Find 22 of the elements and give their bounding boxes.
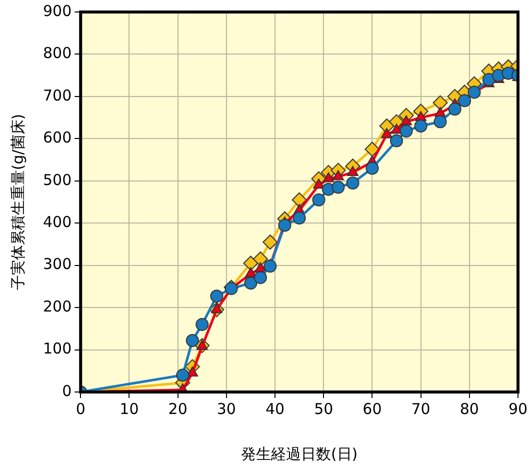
x-tick-label: 10 [120, 400, 139, 418]
y-tick-label: 800 [42, 44, 72, 62]
x-tick-label: 90 [508, 400, 528, 418]
x-tick-label: 50 [314, 400, 334, 418]
y-tick-label: 400 [42, 213, 72, 231]
y-tick-label: 700 [42, 86, 72, 104]
x-tick-label: 0 [76, 400, 86, 418]
y-axis-title: 子実体累積生重量(g/菌床) [8, 114, 27, 290]
x-tick-label: 40 [265, 400, 285, 418]
y-tick-label: 900 [42, 2, 72, 20]
x-tick-label: 80 [460, 400, 479, 418]
x-tick-label: 70 [411, 400, 430, 418]
y-tick-label: 300 [42, 255, 72, 274]
y-tick-label: 600 [42, 128, 72, 147]
x-tick-label: 20 [168, 400, 188, 418]
y-tick-label: 0 [62, 382, 72, 400]
x-tick-label: 60 [362, 400, 382, 418]
y-tick-label: 100 [42, 340, 72, 358]
x-axis-title: 発生経過日数(日) [240, 444, 358, 463]
x-tick-label: 30 [216, 400, 236, 418]
y-tick-label: 500 [42, 170, 72, 189]
y-tick-label: 200 [42, 297, 72, 316]
